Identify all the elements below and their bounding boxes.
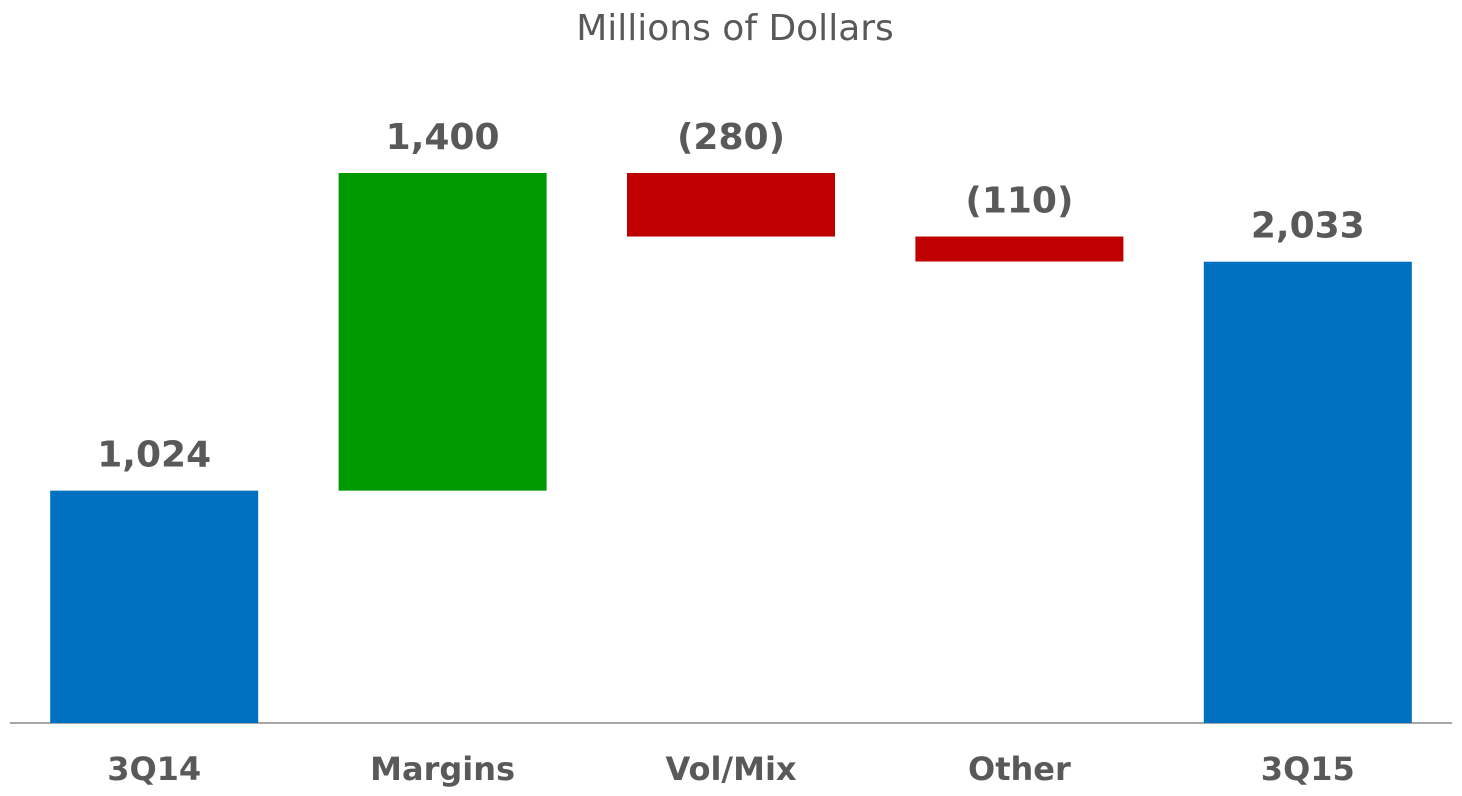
value-label: (280) [677,117,785,158]
value-label: (110) [965,181,1073,222]
bar [338,173,547,491]
bar [627,173,835,237]
bar [1203,261,1412,723]
x-tick-label: Margins [370,750,515,788]
bar [915,236,1124,262]
chart-title: Millions of Dollars [576,8,894,49]
value-label: 1,024 [97,435,211,476]
x-tick-label: 3Q15 [1261,750,1355,788]
bar [50,490,259,723]
x-tick-label: Other [968,750,1071,788]
x-tick-label: Vol/Mix [665,750,796,788]
value-label: 2,033 [1251,206,1365,247]
value-label: 1,400 [386,117,500,158]
x-tick-label: 3Q14 [107,750,201,788]
